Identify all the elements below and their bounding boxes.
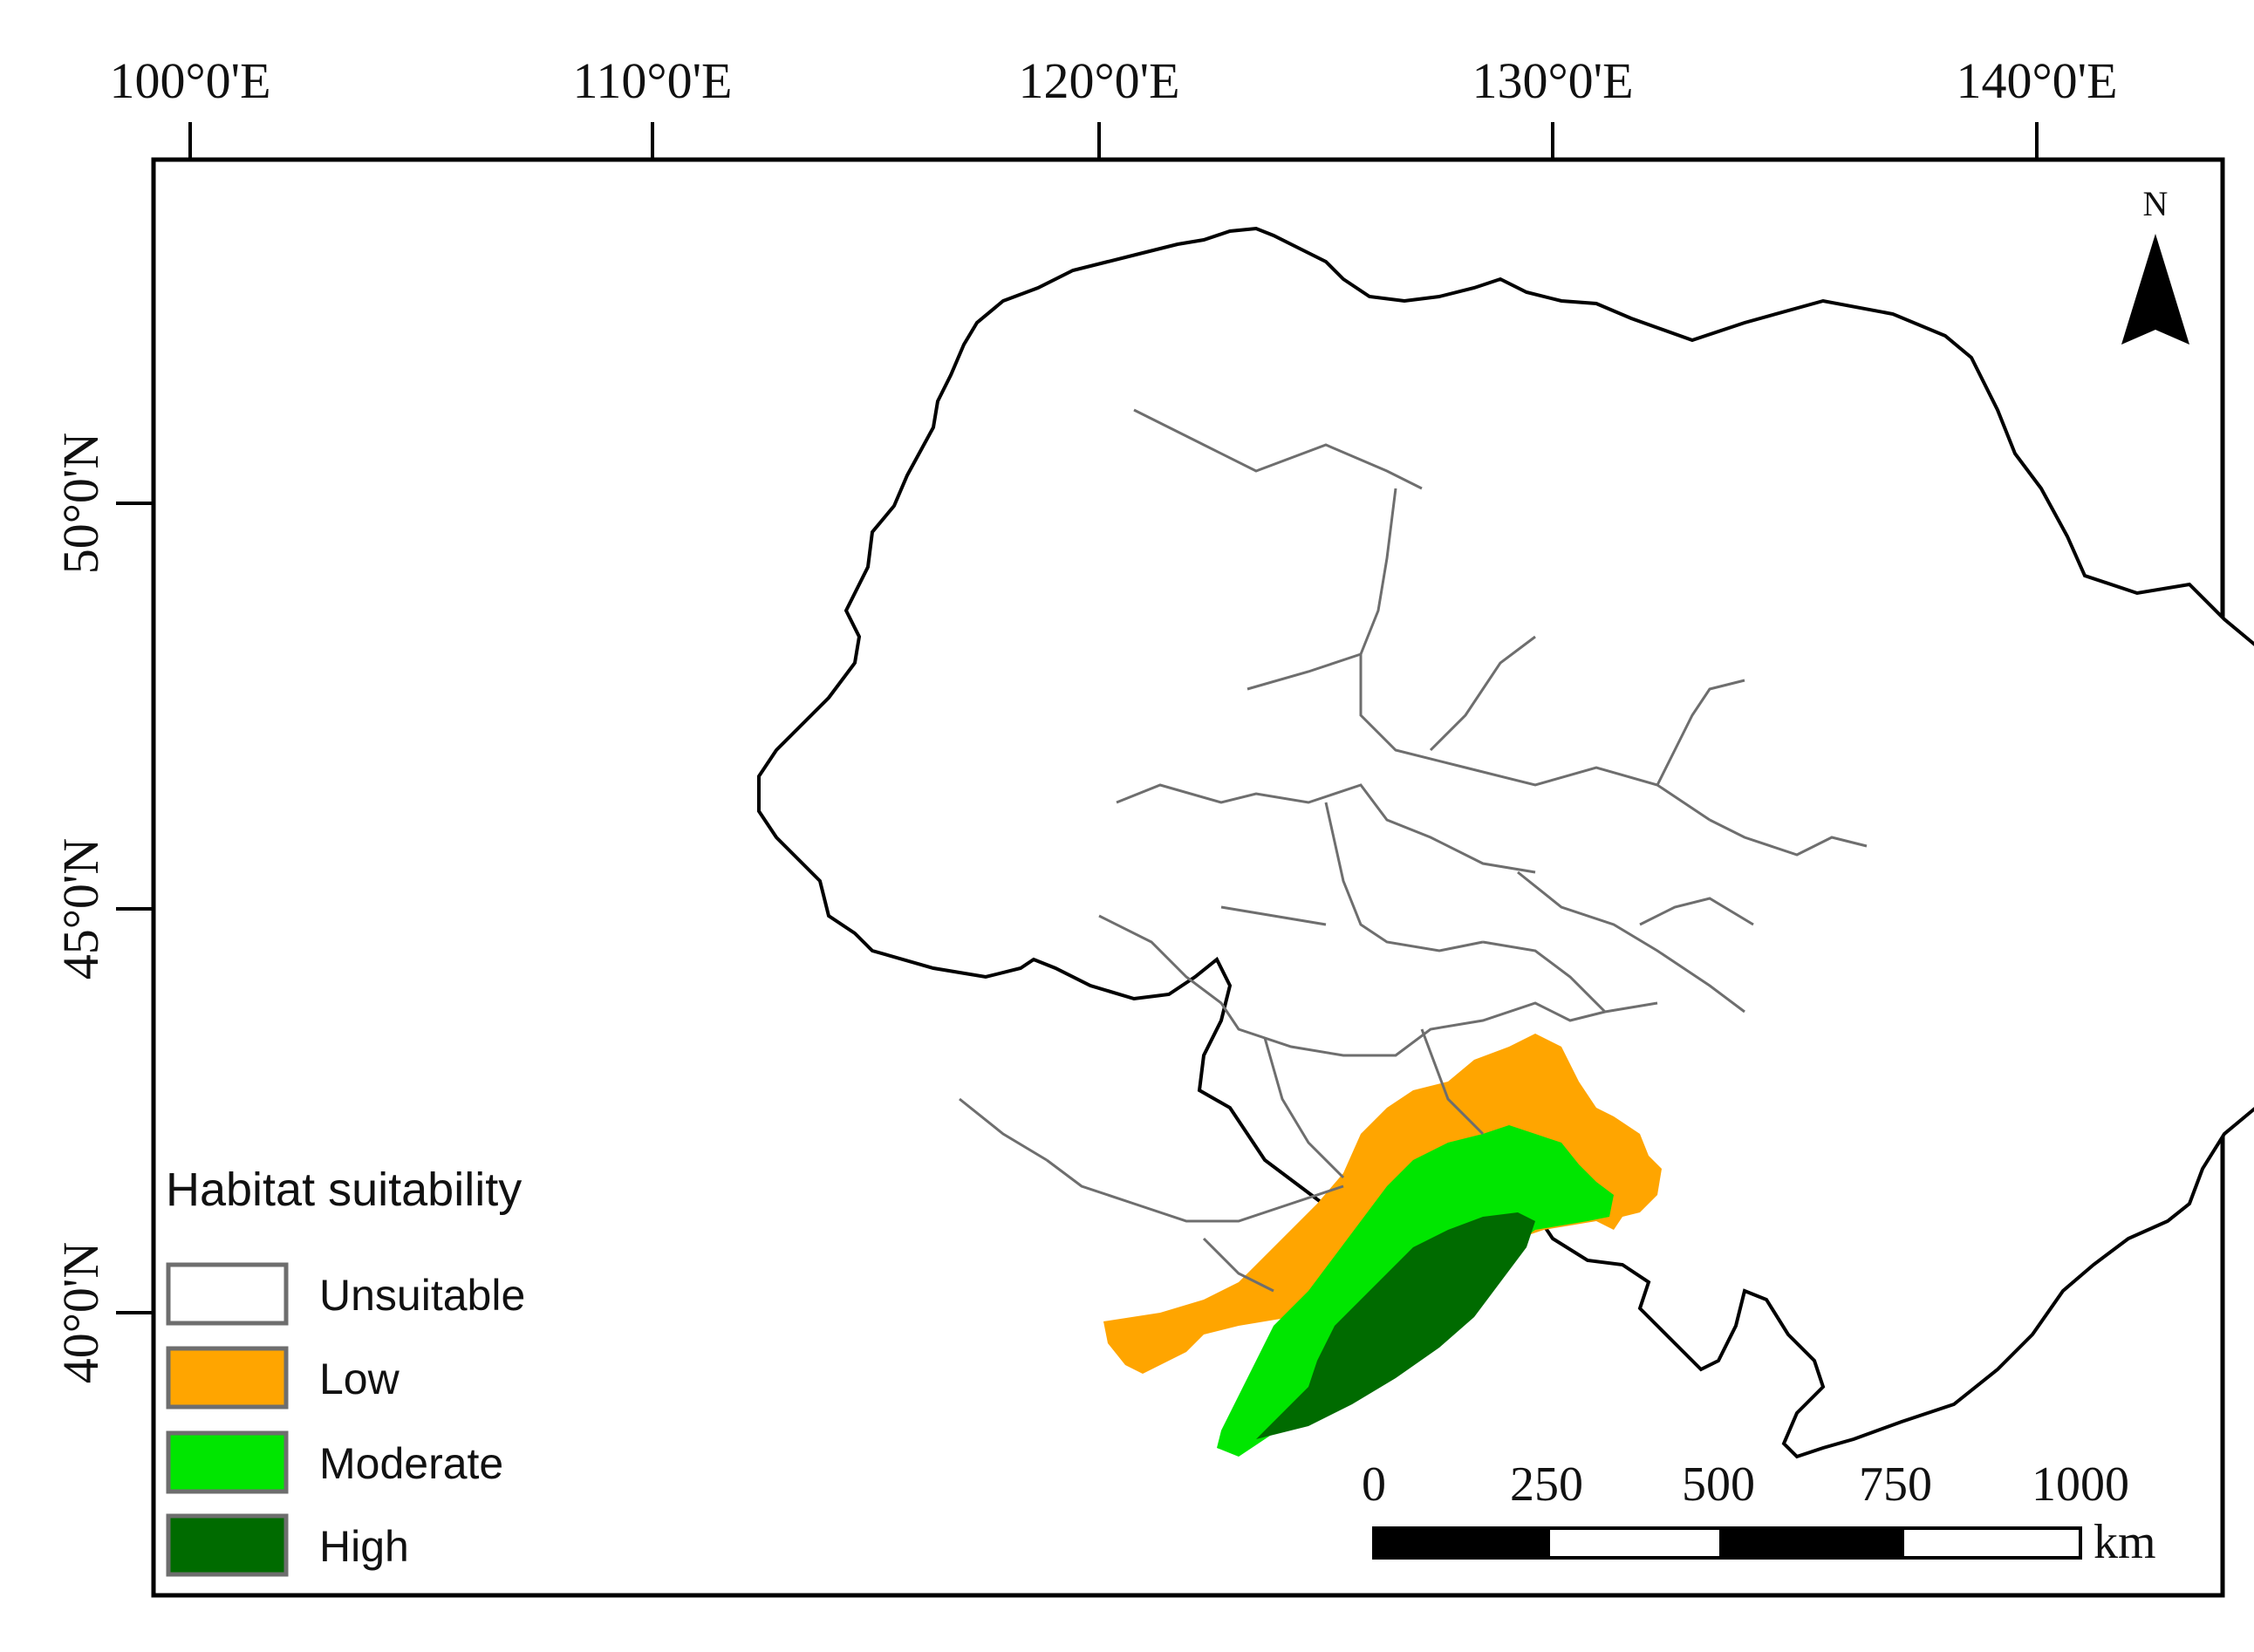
scale-segment [1372, 1526, 1550, 1560]
north-label: N [2143, 184, 2169, 223]
legend-swatch-high [166, 1513, 289, 1577]
scale-unit: km [2093, 1515, 2156, 1569]
legend-swatch-unsuitable [166, 1262, 289, 1326]
latitude-axis: 50°0'N 45°0'N 40°0'N [52, 433, 154, 1384]
scale-bar: 0 250 500 750 1000 km [1362, 1457, 2156, 1569]
legend-swatch-low [166, 1346, 289, 1410]
longitude-label: 100°0'E [109, 52, 270, 109]
high-suitability-zone [1256, 1212, 1535, 1439]
latitude-label: 50°0'N [52, 433, 109, 575]
scale-tick-label: 750 [1859, 1457, 1932, 1512]
longitude-label: 140°0'E [1956, 52, 2117, 109]
latitude-label: 40°0'N [52, 1242, 109, 1384]
longitude-axis: 100°0'E 110°0'E 120°0'E 130°0'E 140°0'E [109, 52, 2118, 160]
legend-label: High [319, 1522, 409, 1571]
north-arrow-icon [2121, 234, 2189, 345]
legend-swatch-moderate [166, 1430, 289, 1494]
legend-label: Moderate [319, 1439, 503, 1488]
legend-label: Low [319, 1355, 400, 1403]
legend: Habitat suitability Unsuitable Low Moder… [166, 1164, 525, 1577]
scale-segment [1719, 1526, 1904, 1560]
scale-tick-label: 1000 [2032, 1457, 2129, 1512]
suitability-zones [1103, 1034, 1662, 1457]
longitude-label: 110°0'E [573, 52, 733, 109]
scale-tick-label: 250 [1510, 1457, 1583, 1512]
north-arrow: N [2121, 184, 2189, 345]
scale-segment [1547, 1526, 1723, 1560]
latitude-label: 45°0'N [52, 838, 109, 980]
legend-title: Habitat suitability [166, 1164, 522, 1216]
legend-label: Unsuitable [319, 1271, 525, 1320]
province-boundaries [959, 408, 1868, 1293]
longitude-label: 120°0'E [1018, 52, 1179, 109]
scale-segment [1901, 1526, 2082, 1560]
scale-tick-label: 500 [1682, 1457, 1755, 1512]
scale-tick-label: 0 [1362, 1457, 1386, 1512]
longitude-label: 130°0'E [1472, 52, 1633, 109]
